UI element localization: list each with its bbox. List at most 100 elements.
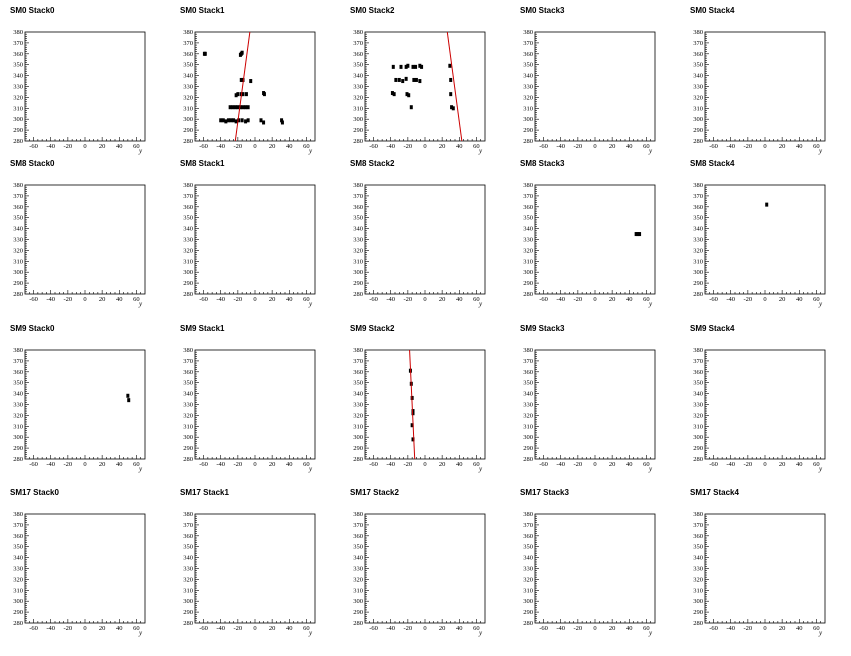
panel: SM17 Stack3 -60 -40 -20 0 20 40 60 280 290 300 310 3… (520, 488, 656, 637)
y-tick-label: 310 (523, 587, 533, 594)
y-tick-label: 300 (693, 434, 703, 441)
y-tick-label: 370 (523, 358, 533, 365)
x-tick-label: -20 (234, 143, 243, 150)
y-tick-label: 370 (523, 193, 533, 200)
data-point (412, 77, 416, 82)
x-tick-label: -40 (46, 296, 55, 303)
data-point (246, 118, 250, 123)
x-axis-title: y (478, 147, 483, 155)
x-tick-label: -60 (199, 143, 208, 150)
x-tick-label: 0 (593, 296, 596, 303)
y-tick-label: 380 (523, 29, 533, 36)
panel-title: SM9 Stack2 (350, 324, 395, 333)
data-point (233, 105, 237, 110)
x-tick-label: 60 (133, 296, 140, 303)
x-tick-label: -40 (386, 143, 395, 150)
panel: SM9 Stack0 -60 -40 -20 0 20 40 60 280 290 300 310 32… (10, 324, 146, 473)
y-tick-label: 340 (183, 555, 193, 562)
x-tick-label: 20 (269, 143, 276, 150)
data-point (449, 77, 453, 82)
x-tick-label: 40 (456, 625, 463, 632)
y-tick-label: 290 (693, 280, 703, 287)
x-tick-label: -60 (709, 143, 718, 150)
panel: SM0 Stack3 -60 -40 -20 0 20 40 60 280 290 300 310 32… (520, 6, 656, 155)
x-tick-label: -60 (709, 625, 718, 632)
data-point (765, 202, 769, 207)
x-axis-title: y (818, 465, 823, 473)
x-tick-label: -60 (369, 625, 378, 632)
y-tick-label: 320 (353, 576, 363, 583)
data-point (231, 105, 235, 110)
y-tick-label: 320 (353, 412, 363, 419)
plot-frame (534, 184, 656, 295)
y-tick-label: 300 (353, 269, 363, 276)
y-tick-label: 360 (353, 533, 363, 540)
y-tick-label: 360 (693, 204, 703, 211)
x-tick-label: 20 (269, 625, 276, 632)
x-tick-label: 40 (796, 143, 803, 150)
y-tick-label: 350 (183, 215, 193, 222)
x-tick-label: -20 (744, 625, 753, 632)
y-tick-label: 300 (183, 598, 193, 605)
plot-frame (24, 513, 146, 624)
y-tick-label: 290 (13, 280, 23, 287)
data-point (397, 77, 401, 82)
y-tick-label: 330 (353, 237, 363, 244)
x-tick-label: 0 (593, 461, 596, 468)
x-tick-label: -40 (46, 625, 55, 632)
panel-title: SM17 Stack3 (520, 488, 569, 497)
x-tick-label: 20 (439, 461, 446, 468)
y-tick-label: 290 (353, 280, 363, 287)
y-tick-label: 280 (693, 138, 703, 145)
y-tick-label: 370 (693, 40, 703, 47)
y-tick-label: 330 (13, 566, 23, 573)
x-axis-title: y (648, 629, 653, 637)
data-point (406, 63, 410, 68)
y-tick-label: 320 (13, 576, 23, 583)
x-tick-label: -20 (744, 296, 753, 303)
data-point (448, 63, 452, 68)
x-tick-label: 0 (83, 296, 86, 303)
y-tick-label: 290 (353, 445, 363, 452)
y-tick-label: 290 (183, 127, 193, 134)
data-point (390, 91, 394, 96)
y-tick-label: 310 (693, 258, 703, 265)
panel-title: SM17 Stack2 (350, 488, 399, 497)
x-tick-label: 0 (423, 625, 426, 632)
y-tick-label: 340 (13, 391, 23, 398)
data-point (401, 79, 405, 84)
x-tick-label: 0 (253, 296, 256, 303)
x-tick-label: -60 (199, 461, 208, 468)
x-tick-label: 40 (116, 625, 123, 632)
panel-title: SM9 Stack3 (520, 324, 565, 333)
data-point (244, 105, 248, 110)
y-tick-label: 320 (13, 94, 23, 101)
y-tick-label: 280 (183, 456, 193, 463)
y-tick-label: 360 (693, 51, 703, 58)
data-point (226, 118, 230, 123)
panel: SM0 Stack4 -60 -40 -20 0 20 40 60 280 290 300 310 32… (690, 6, 826, 155)
panel: SM17 Stack0 -60 -40 -20 0 20 40 60 280 290 300 310 3… (10, 488, 146, 637)
y-tick-label: 380 (183, 29, 193, 36)
x-tick-label: -40 (726, 143, 735, 150)
x-tick-label: 20 (269, 461, 276, 468)
y-tick-label: 340 (693, 555, 703, 562)
plot-frame (364, 184, 486, 295)
x-tick-label: -40 (216, 461, 225, 468)
x-axis-title: y (818, 300, 823, 308)
data-point (262, 92, 266, 97)
y-tick-label: 340 (523, 226, 533, 233)
y-tick-label: 380 (353, 511, 363, 518)
y-tick-label: 290 (353, 127, 363, 134)
x-tick-label: 60 (133, 461, 140, 468)
data-point (404, 64, 408, 69)
x-axis-title: y (648, 300, 653, 308)
x-tick-label: 0 (83, 143, 86, 150)
panel: SM8 Stack0 -60 -40 -20 0 20 40 60 280 290 300 310 32… (10, 159, 146, 308)
plot-frame (534, 513, 656, 624)
x-tick-label: 0 (423, 461, 426, 468)
y-tick-label: 280 (693, 291, 703, 298)
y-tick-label: 350 (523, 544, 533, 551)
y-tick-label: 350 (13, 62, 23, 69)
y-tick-label: 350 (353, 544, 363, 551)
